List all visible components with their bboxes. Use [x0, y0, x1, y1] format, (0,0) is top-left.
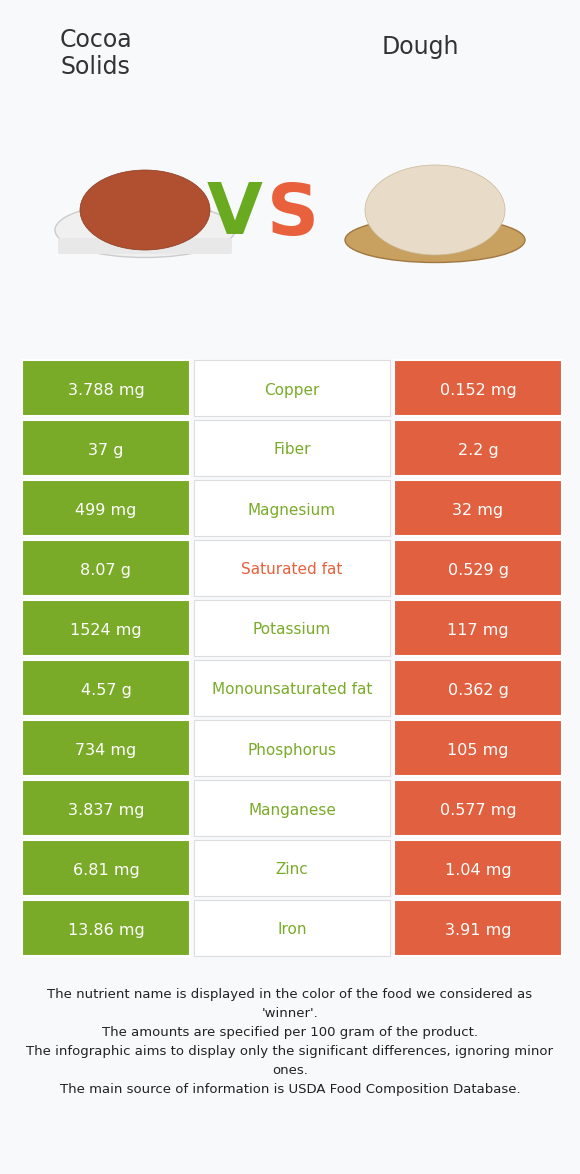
Text: Iron: Iron	[277, 923, 307, 938]
Bar	[194, 780, 390, 836]
Text: 37 g: 37 g	[88, 443, 124, 458]
Text: 105 mg: 105 mg	[447, 742, 509, 757]
Bar	[194, 900, 390, 956]
Ellipse shape	[365, 166, 505, 255]
Text: 32 mg: 32 mg	[452, 502, 503, 518]
Bar	[194, 841, 390, 896]
Ellipse shape	[345, 217, 525, 263]
Bar	[194, 720, 390, 776]
Text: 8.07 g: 8.07 g	[81, 562, 132, 578]
Bar	[22, 780, 190, 836]
Text: 0.577 mg: 0.577 mg	[440, 803, 516, 817]
Bar	[22, 900, 190, 956]
Text: 0.152 mg: 0.152 mg	[440, 383, 516, 398]
Text: 0.529 g: 0.529 g	[448, 562, 509, 578]
Bar	[394, 360, 562, 416]
Bar	[394, 720, 562, 776]
Bar	[22, 420, 190, 475]
Text: V: V	[207, 181, 263, 250]
Text: Dough: Dough	[381, 35, 459, 59]
Text: Manganese: Manganese	[248, 803, 336, 817]
Bar	[22, 600, 190, 656]
Text: Saturated fat: Saturated fat	[241, 562, 343, 578]
Text: Copper: Copper	[264, 383, 320, 398]
Text: 734 mg: 734 mg	[75, 742, 137, 757]
Text: 1524 mg: 1524 mg	[70, 622, 142, 637]
Text: 3.837 mg: 3.837 mg	[68, 803, 144, 817]
Text: Monounsaturated fat: Monounsaturated fat	[212, 682, 372, 697]
Ellipse shape	[55, 202, 235, 257]
Bar	[194, 360, 390, 416]
Bar	[394, 841, 562, 896]
Bar	[22, 540, 190, 596]
Bar	[394, 600, 562, 656]
Text: 117 mg: 117 mg	[447, 622, 509, 637]
Text: 0.362 g: 0.362 g	[448, 682, 509, 697]
Text: 6.81 mg: 6.81 mg	[72, 863, 139, 877]
Text: 13.86 mg: 13.86 mg	[68, 923, 144, 938]
Text: 499 mg: 499 mg	[75, 502, 137, 518]
Text: The nutrient name is displayed in the color of the food we considered as
'winner: The nutrient name is displayed in the co…	[27, 989, 553, 1097]
Text: 3.788 mg: 3.788 mg	[68, 383, 144, 398]
Bar	[194, 420, 390, 475]
FancyBboxPatch shape	[58, 238, 232, 254]
Bar	[22, 660, 190, 716]
Text: Cocoa
Solids: Cocoa Solids	[60, 28, 133, 79]
Bar	[22, 360, 190, 416]
Bar	[194, 540, 390, 596]
Text: Phosphorus: Phosphorus	[248, 742, 336, 757]
Text: 2.2 g: 2.2 g	[458, 443, 498, 458]
Bar	[394, 480, 562, 537]
Bar	[394, 420, 562, 475]
Text: 1.04 mg: 1.04 mg	[445, 863, 512, 877]
Text: Fiber: Fiber	[273, 443, 311, 458]
Bar	[194, 600, 390, 656]
Bar	[394, 540, 562, 596]
Bar	[194, 480, 390, 537]
Text: S: S	[267, 181, 319, 250]
Bar	[394, 900, 562, 956]
Bar	[194, 660, 390, 716]
Bar	[394, 780, 562, 836]
Bar	[394, 660, 562, 716]
Bar	[22, 720, 190, 776]
Bar	[22, 841, 190, 896]
Bar	[22, 480, 190, 537]
Ellipse shape	[80, 170, 210, 250]
Text: Potassium: Potassium	[253, 622, 331, 637]
Text: 3.91 mg: 3.91 mg	[445, 923, 511, 938]
Text: Zinc: Zinc	[276, 863, 309, 877]
Text: 4.57 g: 4.57 g	[81, 682, 132, 697]
Text: Magnesium: Magnesium	[248, 502, 336, 518]
